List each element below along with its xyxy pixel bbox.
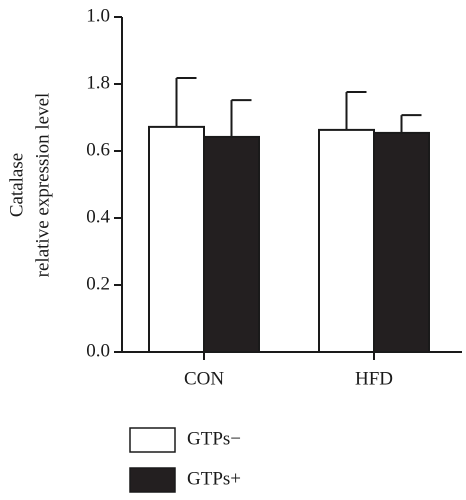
y-tick-label: 1.8 (86, 72, 110, 93)
y-tick-label: 0.6 (86, 139, 110, 160)
x-tick-label: CON (184, 368, 224, 389)
legend-swatch (129, 427, 176, 453)
legend-label: GTPs+ (187, 468, 241, 489)
bar (373, 131, 430, 353)
bar (203, 135, 260, 353)
y-axis-label: Catalase (6, 153, 27, 217)
legend-label: GTPs− (187, 428, 241, 449)
y-axis-label: relative expression level (32, 93, 53, 278)
y-tick-label: 1.0 (86, 5, 110, 26)
bar (318, 128, 375, 353)
y-tick-label: 0.2 (86, 273, 110, 294)
legend-swatch (129, 467, 176, 493)
bar (148, 125, 205, 353)
y-tick-label: 0.4 (86, 206, 110, 227)
x-tick-label: HFD (355, 368, 393, 389)
y-tick-label: 0.0 (86, 340, 110, 361)
